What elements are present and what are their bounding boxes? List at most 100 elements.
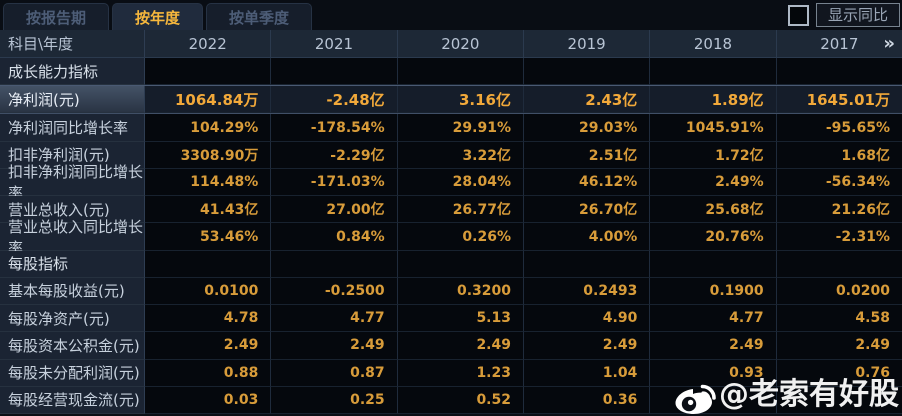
- cell-value: 0.26%: [397, 223, 524, 251]
- cell-value: [650, 386, 777, 415]
- cell-value: 0.3200: [397, 277, 524, 306]
- cell-value: 29.03%: [523, 114, 651, 142]
- cell-value: [397, 58, 524, 86]
- period-tabbar: 按报告期 按年度 按单季度 显示同比: [0, 0, 902, 30]
- show-yoy-checkbox[interactable]: [787, 4, 809, 26]
- cell-value: 29.91%: [397, 114, 524, 142]
- cell-value: 1.72亿: [650, 141, 777, 169]
- row-label: 扣非净利润(元): [0, 141, 145, 169]
- cell-value: [776, 250, 902, 278]
- cell-value: 4.58: [776, 305, 902, 333]
- more-years-button[interactable]: »: [883, 32, 895, 54]
- cell-value: [650, 58, 777, 86]
- cell-value: 26.70亿: [523, 196, 651, 224]
- cell-value: 0.36: [523, 386, 651, 415]
- cell-value: 2.49: [776, 332, 902, 360]
- table-row[interactable]: 基本每股收益(元) 0.0100 -0.2500 0.3200 0.2493 0…: [0, 277, 902, 306]
- table-row[interactable]: 净利润同比增长率 104.29% -178.54% 29.91% 29.03% …: [0, 114, 902, 142]
- table-row[interactable]: 每股未分配利润(元) 0.88 0.87 1.23 1.04 0.93 0.76: [0, 359, 902, 387]
- table-row[interactable]: 营业总收入同比增长率 53.46% 0.84% 0.26% 4.00% 20.7…: [0, 218, 902, 257]
- table-row[interactable]: 净利润(元) 1064.84万 -2.48亿 3.16亿 2.43亿 1.89亿…: [0, 85, 902, 115]
- row-label: 净利润同比增长率: [0, 114, 145, 142]
- cell-value: 0.0100: [145, 277, 272, 306]
- cell-value: -95.65%: [776, 114, 902, 142]
- cell-value: 1.68亿: [776, 141, 902, 169]
- cell-value: 0.2493: [523, 277, 651, 306]
- cell-value: -2.48亿: [271, 86, 398, 114]
- table-row[interactable]: 每股资本公积金(元) 2.49 2.49 2.49 2.49 2.49 2.49: [0, 332, 902, 360]
- cell-value: [650, 250, 777, 278]
- cell-value: 0.93: [650, 359, 777, 387]
- year-column-header: 2019: [524, 30, 651, 57]
- table-row[interactable]: 每股经营现金流(元) 0.03 0.25 0.52 0.36: [0, 386, 902, 415]
- show-yoy-label[interactable]: 显示同比: [815, 3, 900, 27]
- cell-value: -171.03%: [271, 168, 398, 197]
- cell-value: 114.48%: [145, 168, 272, 197]
- cell-value: 3.22亿: [397, 141, 524, 169]
- cell-value: 28.04%: [397, 168, 524, 197]
- cell-value: 4.78: [145, 305, 272, 333]
- cell-value: 1.04: [523, 359, 651, 387]
- cell-value: [271, 58, 398, 86]
- cell-value: 0.03: [145, 386, 272, 415]
- table-row[interactable]: 每股净资产(元) 4.78 4.77 5.13 4.90 4.77 4.58: [0, 305, 902, 333]
- row-label: 基本每股收益(元): [0, 277, 145, 306]
- cell-value: 1064.84万: [145, 86, 272, 114]
- cell-value: 4.77: [271, 305, 398, 333]
- cell-value: 0.0200: [776, 277, 902, 306]
- row-label: 成长能力指标: [0, 58, 145, 86]
- cell-value: 46.12%: [523, 168, 651, 197]
- cell-value: 0.88: [145, 359, 272, 387]
- cell-value: 4.77: [650, 305, 777, 333]
- row-label: 每股净资产(元): [0, 305, 145, 333]
- year-column-header: 2021: [271, 30, 398, 57]
- tab-by-quarter[interactable]: 按单季度: [206, 3, 313, 30]
- table-body: 成长能力指标 净利润(元) 1064.84万 -2.48亿 3.16亿 2.43…: [0, 58, 902, 415]
- cell-value: 0.84%: [271, 223, 398, 251]
- cell-value: [145, 250, 272, 278]
- cell-value: 104.29%: [145, 114, 272, 142]
- cell-value: [145, 58, 272, 86]
- cell-value: 27.00亿: [271, 196, 398, 224]
- cell-value: 25.68亿: [650, 196, 777, 224]
- cell-value: [523, 250, 651, 278]
- row-label: 每股指标: [0, 250, 145, 278]
- row-label: 每股未分配利润(元): [0, 359, 145, 387]
- cell-value: 5.13: [397, 305, 524, 333]
- row-label: 扣非净利润同比增长率: [0, 163, 145, 202]
- cell-value: -2.29亿: [271, 141, 398, 169]
- cell-value: 53.46%: [145, 223, 272, 251]
- cell-value: -178.54%: [271, 114, 398, 142]
- cell-value: [397, 250, 524, 278]
- table-row[interactable]: 成长能力指标: [0, 58, 902, 86]
- table-row[interactable]: 扣非净利润(元) 3308.90万 -2.29亿 3.22亿 2.51亿 1.7…: [0, 141, 902, 169]
- row-label: 每股经营现金流(元): [0, 386, 145, 415]
- cell-value: 2.49: [271, 332, 398, 360]
- cell-value: 0.25: [271, 386, 398, 415]
- tab-by-year[interactable]: 按年度: [112, 3, 204, 30]
- tab-by-report-period[interactable]: 按报告期: [3, 3, 110, 30]
- cell-value: 0.52: [397, 386, 524, 415]
- year-column-header: 2020: [398, 30, 524, 57]
- cell-value: 0.87: [271, 359, 398, 387]
- cell-value: [776, 58, 902, 86]
- cell-value: 3.16亿: [397, 86, 524, 114]
- cell-value: 26.77亿: [397, 196, 524, 224]
- table-row[interactable]: 营业总收入(元) 41.43亿 27.00亿 26.77亿 26.70亿 25.…: [0, 196, 902, 224]
- yoy-controls: 显示同比: [787, 3, 900, 27]
- cell-value: -0.2500: [271, 277, 398, 306]
- cell-value: 0.76: [776, 359, 902, 387]
- cell-value: 2.51亿: [523, 141, 651, 169]
- row-label: 营业总收入同比增长率: [0, 218, 145, 257]
- table-row[interactable]: 扣非净利润同比增长率 114.48% -171.03% 28.04% 46.12…: [0, 163, 902, 202]
- cell-value: 1645.01万: [776, 86, 902, 114]
- year-label: 2017: [820, 34, 859, 53]
- cell-value: [776, 386, 902, 415]
- cell-value: 4.00%: [523, 223, 651, 251]
- table-row[interactable]: 每股指标: [0, 250, 902, 278]
- cell-value: 41.43亿: [145, 196, 272, 224]
- cell-value: 2.49: [145, 332, 272, 360]
- cell-value: [523, 58, 651, 86]
- row-label: 净利润(元): [0, 86, 145, 114]
